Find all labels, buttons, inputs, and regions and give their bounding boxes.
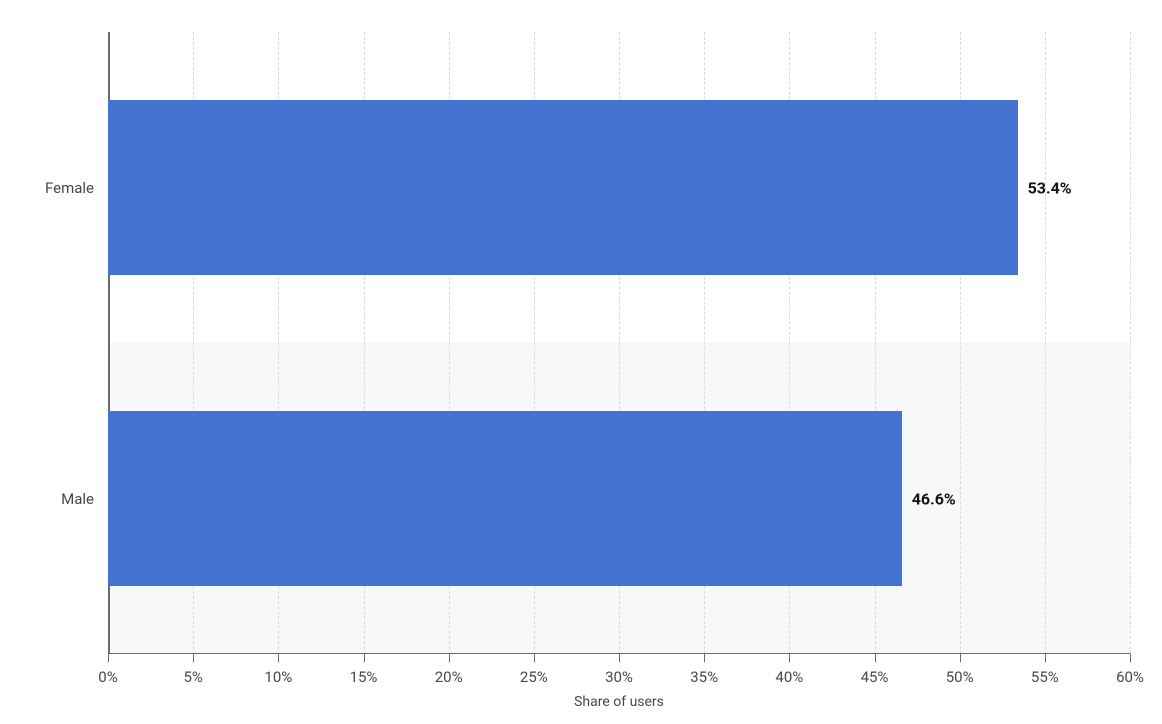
bar bbox=[108, 100, 1018, 274]
x-tick bbox=[364, 654, 365, 662]
x-tick-label: 35% bbox=[690, 668, 718, 686]
category-label: Male bbox=[14, 490, 94, 508]
x-tick bbox=[619, 654, 620, 662]
x-tick bbox=[789, 654, 790, 662]
x-tick-label: 0% bbox=[98, 668, 117, 686]
category-label: Female bbox=[14, 179, 94, 197]
x-tick-label: 60% bbox=[1116, 668, 1144, 686]
x-tick bbox=[875, 654, 876, 662]
bar-value-label: 53.4% bbox=[1028, 178, 1072, 197]
x-tick bbox=[278, 654, 279, 662]
bar-value-label: 46.6% bbox=[912, 489, 956, 508]
x-tick-label: 15% bbox=[350, 668, 378, 686]
x-tick-label: 45% bbox=[861, 668, 889, 686]
x-tick-label: 55% bbox=[1031, 668, 1059, 686]
bar bbox=[108, 411, 902, 585]
x-tick-label: 30% bbox=[605, 668, 633, 686]
x-tick-label: 20% bbox=[435, 668, 463, 686]
x-tick bbox=[1130, 654, 1131, 662]
x-tick-label: 40% bbox=[775, 668, 803, 686]
x-tick bbox=[108, 654, 109, 662]
grid-line bbox=[1045, 32, 1046, 654]
x-tick bbox=[960, 654, 961, 662]
x-tick bbox=[449, 654, 450, 662]
x-tick bbox=[1045, 654, 1046, 662]
x-tick-label: 25% bbox=[520, 668, 548, 686]
x-tick bbox=[534, 654, 535, 662]
x-tick bbox=[704, 654, 705, 662]
x-axis-title: Share of users bbox=[574, 694, 664, 710]
x-tick bbox=[193, 654, 194, 662]
x-tick-label: 50% bbox=[946, 668, 974, 686]
x-tick-label: 5% bbox=[183, 668, 202, 686]
plot-area: 53.4% 46.6% bbox=[108, 32, 1130, 654]
x-tick-label: 10% bbox=[264, 668, 292, 686]
grid-line bbox=[1130, 32, 1131, 654]
share-of-users-bar-chart: 53.4% 46.6% Female Male 0% 5% 10% 15% 20% 25% 30… bbox=[0, 0, 1162, 724]
